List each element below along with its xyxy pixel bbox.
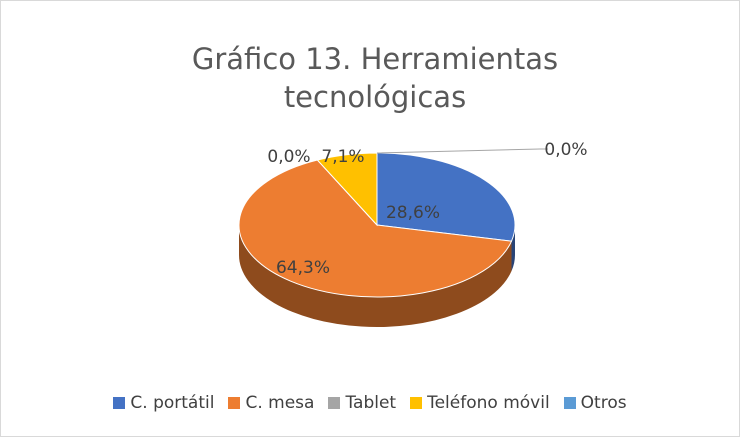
legend-item: Tablet [328,393,396,413]
legend-label: Otros [580,393,627,413]
legend: C. portátil C. mesa Tablet Teléfono móvil Ot… [0,393,740,413]
data-label: 64,3% [276,258,330,278]
legend-label: C. portátil [130,393,215,413]
legend-item: C. mesa [228,393,314,413]
chart-title: Gráfico 13. Herramientas tecnológicas [191,42,559,114]
legend-swatch [113,397,126,409]
legend-item: C. portátil [113,393,214,413]
legend-swatch [410,397,423,409]
legend-label: Tablet [345,393,397,413]
slice-side [239,225,512,327]
data-label: 28,6% [386,203,440,223]
slice [238,159,513,327]
data-label: 0,0% [544,140,587,160]
leader-line [376,148,548,154]
legend-label: Teléfono móvil [427,393,550,413]
slice-top [376,152,516,242]
slice-side [511,225,515,272]
data-label: 7,1% [321,147,364,167]
legend-item: Teléfono móvil [410,393,550,413]
legend-swatch [328,397,341,409]
slice [376,152,516,272]
legend-swatch [563,397,576,409]
slice-top [238,159,513,298]
legend-item: Otros [563,393,627,413]
data-label: 0,0% [267,147,310,167]
legend-label: C. mesa [245,393,315,413]
legend-swatch [228,397,241,409]
